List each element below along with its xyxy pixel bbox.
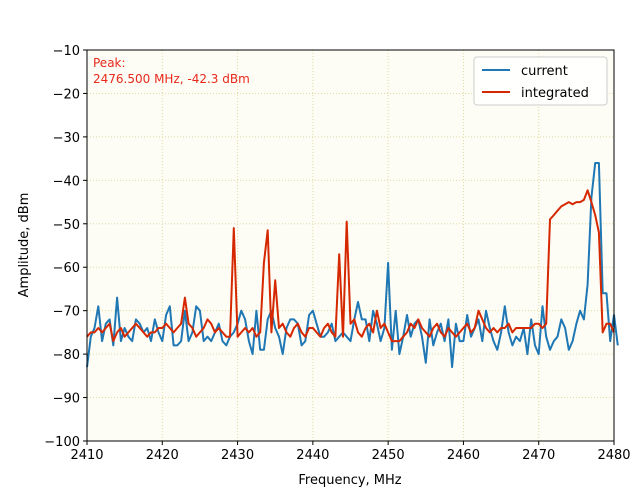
y-axis-label: Amplitude, dBm: [17, 193, 32, 298]
peak-annotation-line2: 2476.500 MHz, -42.3 dBm: [93, 72, 250, 86]
series-line-integrated: [86, 189, 615, 343]
legend-label-integrated: integrated: [521, 86, 589, 101]
y-tick-label: −30: [53, 131, 80, 146]
legend: current integrated: [473, 56, 608, 106]
x-tick-label: 2440: [296, 448, 329, 463]
x-tick-label: 2480: [597, 448, 630, 463]
peak-annotation-line1: Peak:: [93, 56, 126, 70]
y-tick-label: −90: [53, 392, 80, 407]
axis-ticks: 2410 2420 2430 2440 2450 2460 2470 2480 −10 −20 −3…: [44, 44, 630, 463]
x-tick-label: 2460: [447, 448, 480, 463]
x-tick-label: 2470: [522, 448, 555, 463]
series-line-current: [86, 162, 619, 369]
x-axis-label: Frequency, MHz: [298, 473, 401, 488]
y-tick-label: −20: [53, 87, 80, 102]
x-tick-label: 2420: [146, 448, 179, 463]
y-tick-label: −70: [53, 305, 80, 320]
x-tick-label: 2450: [372, 448, 405, 463]
y-tick-label: −50: [53, 218, 80, 233]
plot-background: [87, 50, 614, 441]
y-tick-label: −40: [53, 174, 80, 189]
y-tick-label: −60: [53, 261, 80, 276]
y-tick-label: −100: [44, 435, 80, 450]
legend-label-current: current: [521, 64, 568, 79]
plot-frame: [86, 49, 615, 442]
x-tick-label: 2430: [221, 448, 254, 463]
y-tick-label: −80: [53, 348, 80, 363]
x-tick-label: 2410: [70, 448, 103, 463]
series-lines: [86, 162, 619, 369]
y-tick-label: −10: [53, 44, 80, 59]
